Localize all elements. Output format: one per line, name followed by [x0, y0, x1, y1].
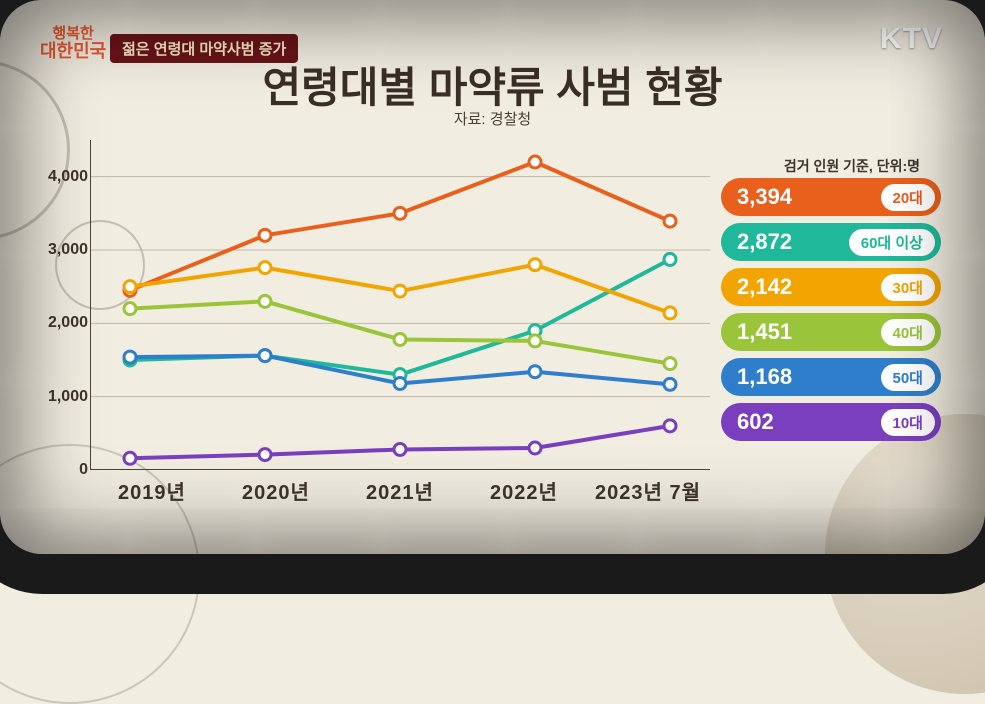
program-logo-line2: 대한민국 [40, 42, 106, 61]
series-label-row: 1,168 50대 [721, 358, 941, 396]
series-label-row: 2,142 30대 [721, 268, 941, 306]
series-label-row: 3,394 20대 [721, 178, 941, 216]
series-name-pill: 40대 [881, 319, 936, 346]
x-tick-label: 2023년 7월 [586, 476, 710, 505]
series-label-row: 2,872 60대 이상 [721, 223, 941, 261]
y-axis-labels: 01,0002,0003,0004,000 [38, 140, 88, 470]
y-tick-label: 1,000 [48, 388, 88, 406]
series-name-pill: 10대 [881, 409, 936, 436]
chart-subtitle: 자료: 경찰청 [0, 108, 985, 129]
x-axis-labels: 2019년2020년2021년2022년2023년 7월 [90, 476, 710, 505]
x-tick-label: 2022년 [462, 476, 586, 505]
series-value: 2,142 [737, 274, 809, 300]
series-value: 1,451 [737, 319, 809, 345]
x-tick-label: 2021년 [338, 476, 462, 505]
chart-title: 연령대별 마약류 사범 현황 [0, 54, 985, 115]
x-tick-label: 2020년 [214, 476, 338, 505]
series-value: 602 [737, 409, 809, 435]
series-value: 3,394 [737, 184, 809, 210]
series-name-pill: 30대 [881, 274, 936, 301]
program-logo-line1: 행복한 [40, 26, 106, 42]
program-logo: 행복한 대한민국 [40, 26, 106, 61]
series-value: 2,872 [737, 229, 809, 255]
series-name-pill: 20대 [881, 184, 936, 211]
x-tick-label: 2019년 [90, 476, 214, 505]
y-tick-label: 4,000 [48, 168, 88, 186]
y-tick-label: 0 [79, 461, 88, 479]
y-tick-label: 3,000 [48, 241, 88, 259]
line-chart [90, 140, 710, 470]
series-label-row: 1,451 40대 [721, 313, 941, 351]
topic-badge: 젊은 연령대 마약사범 증가 [110, 34, 298, 63]
decor-circle [825, 414, 985, 694]
series-labels: 3,394 20대 2,872 60대 이상 2,142 30대 1,451 40대 1,168… [721, 178, 941, 441]
series-value: 1,168 [737, 364, 809, 390]
legend-note: 검거 인원 기준, 단위:명 [784, 156, 920, 176]
ktv-logo: KTV [880, 22, 943, 56]
series-name-pill: 50대 [881, 364, 936, 391]
series-name-pill: 60대 이상 [849, 229, 935, 256]
y-tick-label: 2,000 [48, 314, 88, 332]
series-label-row: 602 10대 [721, 403, 941, 441]
